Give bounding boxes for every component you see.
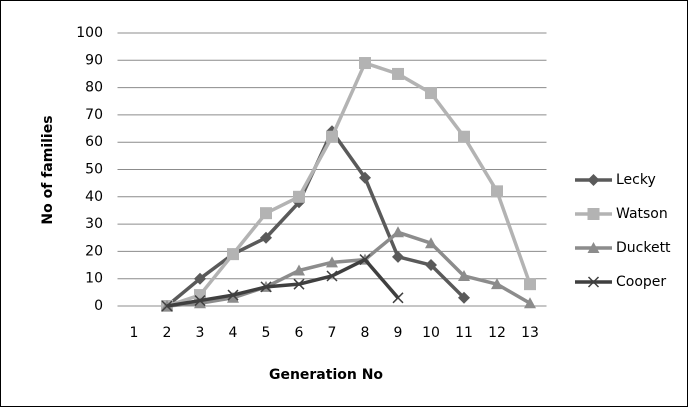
marker bbox=[359, 171, 371, 184]
marker bbox=[293, 264, 305, 276]
y-tick-label: 30 bbox=[85, 216, 103, 232]
series-line bbox=[166, 61, 532, 308]
marker bbox=[458, 130, 470, 143]
marker bbox=[425, 87, 437, 100]
legend-label: Duckett bbox=[616, 240, 671, 256]
marker bbox=[260, 281, 272, 293]
marker bbox=[161, 300, 173, 312]
marker bbox=[458, 269, 470, 281]
marker bbox=[227, 289, 239, 301]
x-tick-label: 5 bbox=[262, 325, 271, 341]
marker bbox=[359, 57, 371, 70]
legend-marker bbox=[587, 208, 600, 220]
marker bbox=[326, 130, 338, 143]
marker bbox=[293, 190, 305, 203]
marker bbox=[260, 231, 272, 244]
x-tick-label: 11 bbox=[455, 325, 473, 341]
marker bbox=[194, 295, 206, 307]
legend-marker bbox=[587, 242, 600, 253]
legend-marker bbox=[587, 174, 600, 186]
marker bbox=[227, 248, 239, 261]
x-tick-label: 3 bbox=[196, 325, 205, 341]
y-axis-title: No of families bbox=[40, 115, 56, 224]
marker bbox=[260, 207, 272, 220]
marker bbox=[458, 291, 470, 304]
marker bbox=[524, 278, 536, 291]
marker bbox=[524, 297, 536, 309]
y-tick-label: 60 bbox=[85, 134, 103, 150]
marker bbox=[392, 67, 404, 80]
y-tick-label: 90 bbox=[85, 52, 103, 68]
marker bbox=[392, 250, 404, 263]
y-tick-label: 100 bbox=[76, 25, 103, 41]
x-tick-label: 9 bbox=[394, 325, 403, 341]
x-tick-label: 4 bbox=[229, 325, 238, 341]
marker bbox=[425, 237, 437, 249]
marker bbox=[326, 270, 338, 282]
x-tick-label: 12 bbox=[488, 325, 506, 341]
series-line bbox=[166, 257, 400, 308]
x-tick-label: 2 bbox=[163, 325, 172, 341]
legend-marker bbox=[587, 276, 600, 288]
x-tick-label: 13 bbox=[521, 325, 539, 341]
marker bbox=[194, 272, 206, 285]
marker bbox=[227, 291, 239, 303]
x-axis-title: Generation No bbox=[269, 367, 383, 383]
y-tick-label: 70 bbox=[85, 107, 103, 123]
y-tick-label: 50 bbox=[85, 162, 103, 178]
y-tick-label: 0 bbox=[94, 298, 103, 314]
marker bbox=[359, 254, 371, 266]
marker bbox=[194, 297, 206, 309]
marker bbox=[491, 185, 503, 198]
legend-label: Lecky bbox=[616, 172, 656, 188]
marker bbox=[491, 278, 503, 290]
marker bbox=[425, 259, 437, 272]
marker bbox=[392, 292, 404, 304]
series-line bbox=[166, 230, 531, 308]
x-tick-label: 1 bbox=[130, 325, 139, 341]
marker bbox=[326, 256, 338, 268]
y-tick-label: 10 bbox=[85, 271, 103, 287]
x-tick-label: 10 bbox=[422, 325, 440, 341]
x-tick-label: 8 bbox=[361, 325, 370, 341]
marker bbox=[293, 278, 305, 290]
x-tick-label: 7 bbox=[328, 325, 337, 341]
legend-label: Cooper bbox=[616, 274, 666, 290]
y-tick-label: 80 bbox=[85, 80, 103, 96]
legend-label: Watson bbox=[616, 206, 668, 222]
x-tick-label: 6 bbox=[295, 325, 304, 341]
y-tick-label: 40 bbox=[85, 189, 103, 205]
y-tick-label: 20 bbox=[85, 243, 103, 259]
marker bbox=[392, 226, 404, 238]
